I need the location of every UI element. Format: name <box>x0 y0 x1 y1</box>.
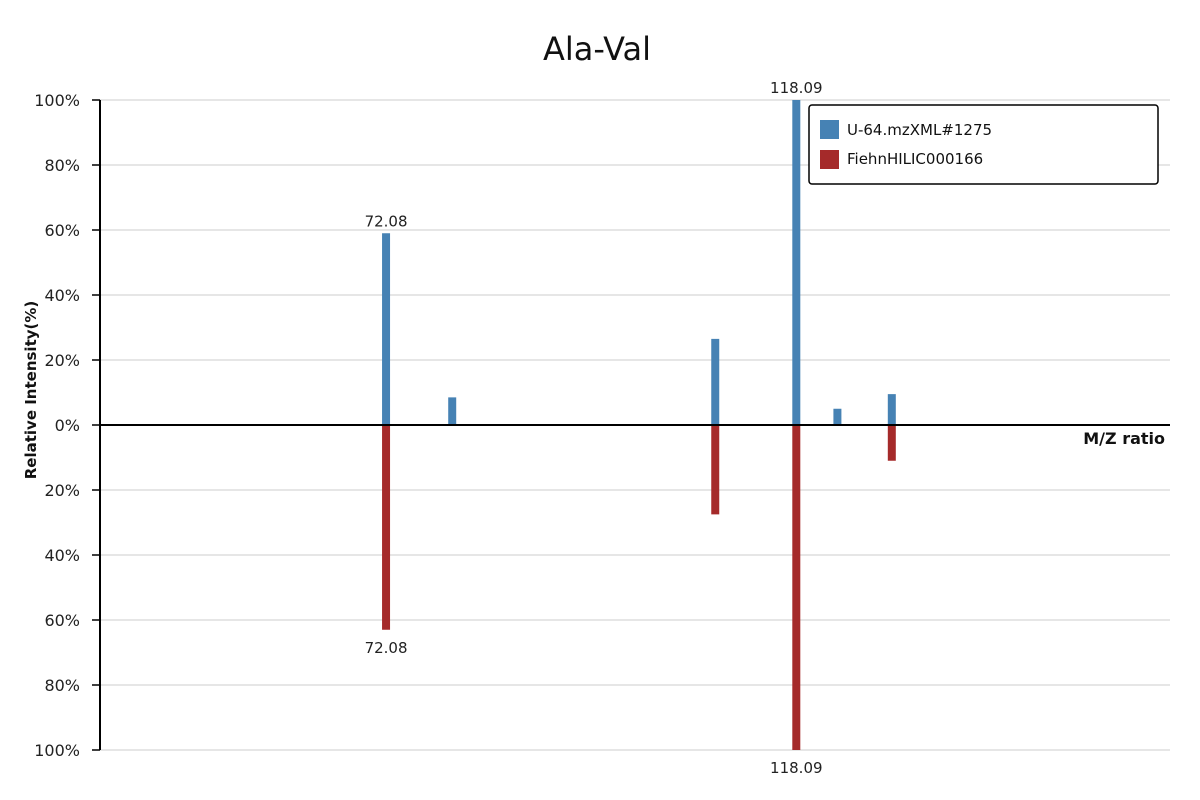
x-axis-label: M/Z ratio <box>1083 429 1165 448</box>
peak-bar <box>448 397 457 425</box>
legend-label-u64: U-64.mzXML#1275 <box>847 121 992 139</box>
y-tick-label: 20% <box>44 481 80 500</box>
peak-bar <box>792 100 801 425</box>
peak-bar <box>792 425 801 750</box>
y-tick-label: 20% <box>44 351 80 370</box>
peak-bar <box>382 425 391 630</box>
y-tick-label: 80% <box>44 156 80 175</box>
y-tick-label: 60% <box>44 221 80 240</box>
gridlines <box>100 99 1170 751</box>
y-tick-label: 100% <box>34 91 80 110</box>
legend: U-64.mzXML#1275 FiehnHILIC000166 <box>808 104 1159 185</box>
peak-labels: 72.08 118.09 72.08 118.09 <box>365 79 823 777</box>
peak-label: 118.09 <box>770 759 823 777</box>
peak-bar <box>887 425 896 461</box>
y-tick-label: 100% <box>34 741 80 760</box>
peak-label: 72.08 <box>365 212 408 230</box>
peak-bar <box>382 233 391 425</box>
legend-box <box>808 104 1159 185</box>
peak-bars <box>382 100 896 750</box>
peak-bar <box>711 338 720 425</box>
y-tick-label: 40% <box>44 546 80 565</box>
peak-bar <box>887 394 896 425</box>
peak-label: 72.08 <box>365 639 408 657</box>
y-tick-label: 80% <box>44 676 80 695</box>
peak-bar <box>833 408 842 425</box>
chart-title: Ala-Val <box>543 30 651 68</box>
legend-swatch-u64 <box>820 120 839 139</box>
y-tick-label: 60% <box>44 611 80 630</box>
legend-label-fiehn: FiehnHILIC000166 <box>847 150 983 168</box>
y-axis-label: Relative Intensity(%) <box>22 301 40 480</box>
y-tick-label: 40% <box>44 286 80 305</box>
peak-bar <box>711 425 720 515</box>
y-axis-ticks: 100% 80% 60% 40% 20% 0% 20% 40% 60% 80% 100% <box>34 91 100 760</box>
y-tick-label: 0% <box>55 416 80 435</box>
peak-label: 118.09 <box>770 79 823 97</box>
legend-swatch-fiehn <box>820 150 839 169</box>
